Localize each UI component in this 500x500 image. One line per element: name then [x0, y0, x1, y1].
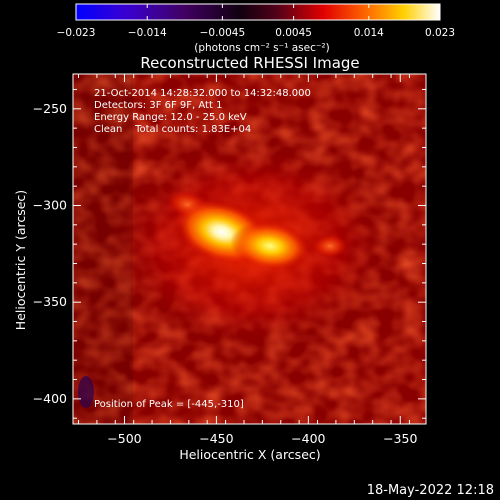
x-axis-label: Heliocentric X (arcsec): [179, 447, 320, 462]
x-tick-label: −350: [383, 431, 417, 446]
info-line-time: 21-Oct-2014 14:28:32.000 to 14:32:48.000: [94, 88, 311, 99]
colorbar-tick-label: −0.023: [57, 27, 96, 39]
colorbar-tick-label: 0.014: [354, 27, 384, 39]
info-line-detectors: Detectors: 3F 6F 9F, Att 1: [94, 100, 222, 111]
footer-timestamp: 18-May-2022 12:18: [367, 483, 494, 498]
colorbar-tick-label: 0.0045: [275, 27, 312, 39]
y-axis-label: Heliocentric Y (arcsec): [13, 190, 28, 330]
colorbar: −0.023 −0.014 −0.0045 0.0045 0.014 0.023 (pho…: [57, 3, 455, 54]
colorbar-ticks: −0.023 −0.014 −0.0045 0.0045 0.014 0.023: [57, 4, 455, 39]
x-tick-label: −500: [107, 431, 141, 446]
x-tick-label: −400: [291, 431, 325, 446]
colorbar-units: (photons cm⁻² s⁻¹ asec⁻²): [194, 42, 329, 54]
peak-position: Position of Peak = [-445,-310]: [94, 399, 244, 410]
colorbar-tick-label: 0.023: [425, 27, 455, 39]
colorbar-tick-label: −0.0045: [200, 27, 246, 39]
x-axis-ticks: −500 −450 −400 −350: [78, 74, 417, 446]
image-info: 21-Oct-2014 14:28:32.000 to 14:32:48.000…: [94, 88, 311, 410]
info-line-clean: Clean Total counts: 1.83E+04: [94, 124, 251, 135]
plot-title: Reconstructed RHESSI Image: [140, 54, 359, 72]
y-tick-label: −350: [33, 294, 67, 309]
x-tick-label: −450: [199, 431, 233, 446]
colorbar-tick-label: −0.014: [128, 27, 167, 39]
plot-frame: [72, 73, 427, 425]
y-tick-label: −400: [33, 391, 67, 406]
rhessi-image: [73, 74, 426, 424]
info-line-energy: Energy Range: 12.0 - 25.0 keV: [94, 112, 247, 123]
y-tick-label: −250: [33, 101, 67, 116]
y-axis-ticks: −250 −300 −350 −400: [33, 88, 426, 419]
y-tick-label: −300: [33, 197, 67, 212]
colorbar-gradient: [75, 3, 441, 21]
